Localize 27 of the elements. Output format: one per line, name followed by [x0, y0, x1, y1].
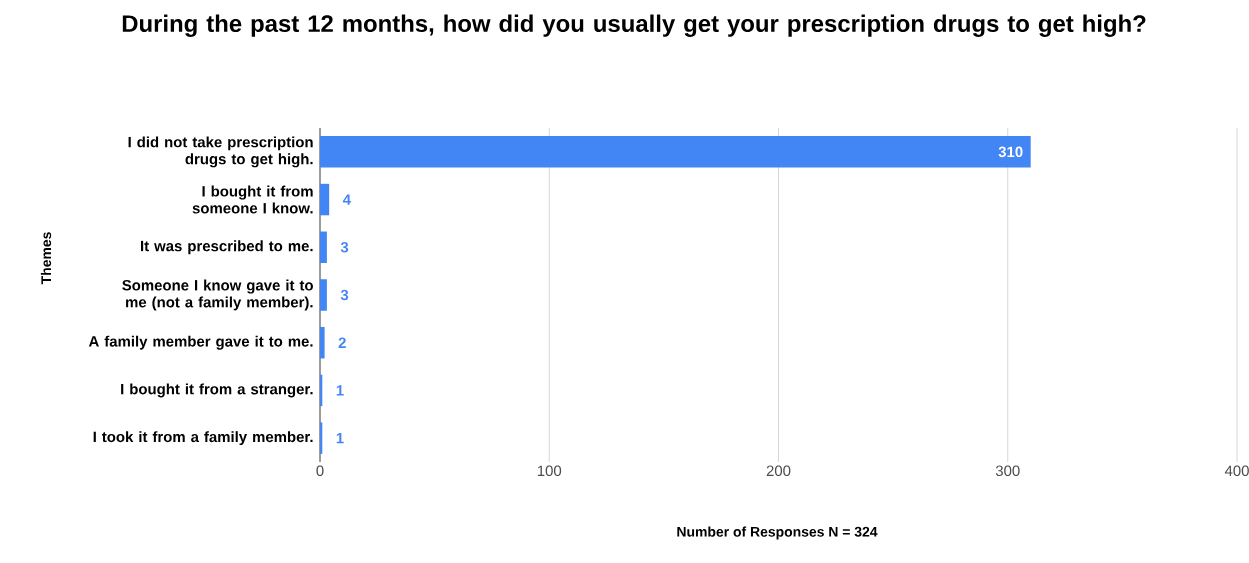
bar [320, 231, 327, 264]
y-axis-title: Themes [40, 232, 52, 285]
data-label: 1 [336, 385, 344, 396]
y-tick-label: I bought it from a stranger. [121, 383, 313, 398]
x-tick-label: 400 [1224, 465, 1249, 477]
x-tick-label: 0 [316, 465, 324, 477]
data-label: 3 [340, 289, 349, 301]
data-label: 310 [998, 146, 1023, 158]
chart-title: During the past 12 months, how did you usually get your prescription drugs to get high? [122, 14, 1146, 37]
y-tick-label: A family member gave it to me. [88, 335, 313, 350]
data-label: 3 [340, 241, 349, 253]
x-tick-label: 200 [766, 465, 791, 477]
y-tick-label: I bought it from someone I know. [192, 185, 313, 214]
x-axis-title: Number of Responses N = 324 [677, 526, 878, 540]
bar [320, 326, 325, 359]
bar [320, 183, 330, 216]
data-label: 1 [336, 432, 344, 444]
y-tick-label: I took it from a family member. [93, 431, 313, 446]
y-tick-label: Someone I know gave it to me (not a family member). [122, 279, 313, 311]
data-label: 4 [342, 194, 351, 205]
x-tick-label: 300 [995, 465, 1020, 477]
data-label: 2 [338, 337, 346, 348]
x-tick-label: 100 [537, 465, 562, 477]
bar [320, 279, 327, 311]
y-tick-label: It was prescribed to me. [141, 240, 313, 255]
y-tick-label: I did not take prescription drugs to get high. [128, 136, 313, 168]
bar [320, 136, 1031, 168]
